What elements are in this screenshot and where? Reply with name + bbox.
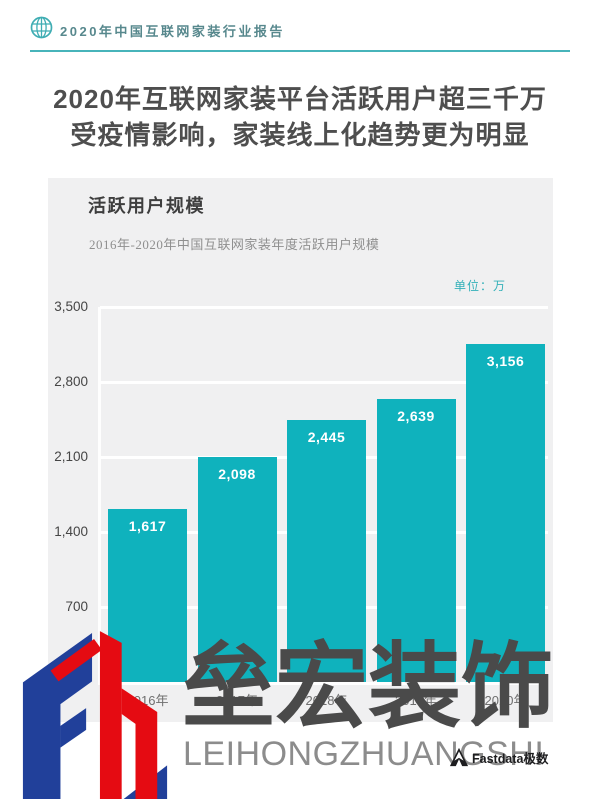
chart-title: 活跃用户规模	[88, 196, 205, 216]
source-logo: Fastdata极数	[449, 747, 548, 767]
bar: 2,445	[287, 420, 366, 682]
y-axis-tick-label: 3,500	[54, 299, 88, 314]
x-axis-category-label: 2019年	[395, 693, 437, 708]
y-axis-tick-label: 1,400	[54, 524, 88, 539]
bar: 3,156	[466, 343, 545, 682]
bar-value-label: 2,445	[307, 429, 346, 446]
bar: 2,639	[376, 399, 456, 682]
globe-icon	[30, 16, 53, 39]
chart-card: 活跃用户规模 2016年-2020年中国互联网家装年度活跃用户规模 单位：万 7…	[48, 178, 553, 722]
bar-value-label: 2,639	[397, 408, 435, 425]
headline-line2: 受疫情影响，家装线上化趋势更为明显	[70, 120, 530, 150]
bar: 2,098	[197, 457, 277, 682]
bar-value-label: 3,156	[486, 352, 525, 369]
gridline	[100, 381, 548, 384]
y-axis-line	[98, 307, 101, 685]
watermark-latin-text: LEIHONGZHUANGSHI	[183, 735, 545, 773]
headline: 2020年互联网家装平台活跃用户超三千万 受疫情影响，家装线上化趋势更为明显	[0, 81, 600, 153]
headline-line1: 2020年互联网家装平台活跃用户超三千万	[53, 84, 547, 114]
watermark-gh-logo-icon	[17, 631, 175, 799]
watermark-cn-text: 垒宏装饰	[182, 635, 554, 739]
bar-value-label: 2,098	[218, 466, 256, 483]
header-divider	[30, 50, 570, 52]
baseline	[100, 682, 548, 685]
y-axis-tick-label: 700	[65, 599, 88, 614]
fastdata-icon	[449, 747, 469, 767]
gridline	[100, 306, 548, 309]
bar-value-label: 1,617	[128, 517, 167, 534]
x-axis-category-label: 2020年	[484, 693, 527, 708]
y-axis-tick-label: 2,800	[54, 374, 88, 389]
y-axis-tick-label: 2,100	[54, 449, 88, 464]
source-brand-text: Fastdata极数	[472, 751, 549, 766]
report-header-title: 2020年中国互联网家装行业报告	[60, 24, 285, 39]
x-axis-category-label: 2018年	[305, 693, 348, 708]
x-axis-category-label: 2017年	[216, 693, 258, 708]
chart-unit-label: 单位：万	[454, 279, 507, 293]
chart-subtitle: 2016年-2020年中国互联网家装年度活跃用户规模	[89, 237, 380, 252]
